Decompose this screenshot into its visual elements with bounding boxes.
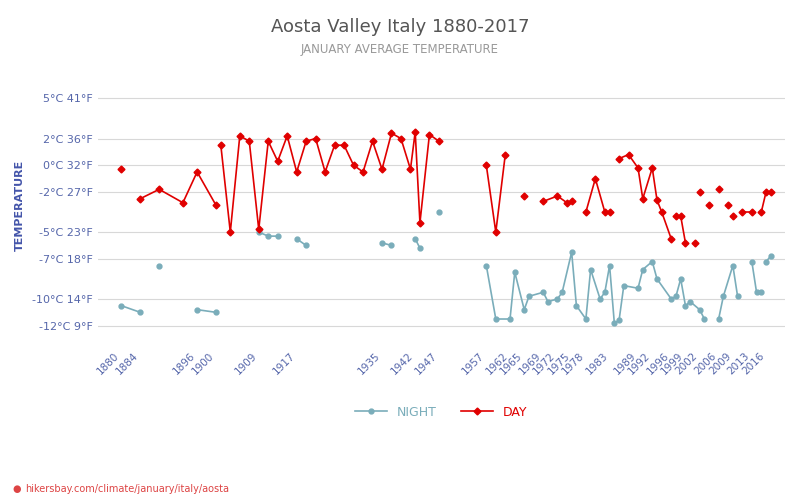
Y-axis label: TEMPERATURE: TEMPERATURE — [15, 160, 25, 251]
Legend: NIGHT, DAY: NIGHT, DAY — [350, 400, 532, 423]
NIGHT — [117, 302, 126, 308]
Line: NIGHT: NIGHT — [119, 303, 142, 315]
Text: hikersbay.com/climate/january/italy/aosta: hikersbay.com/climate/january/italy/aost… — [26, 484, 230, 494]
Text: Aosta Valley Italy 1880-2017: Aosta Valley Italy 1880-2017 — [270, 18, 530, 36]
NIGHT — [135, 310, 145, 316]
Text: JANUARY AVERAGE TEMPERATURE: JANUARY AVERAGE TEMPERATURE — [301, 42, 499, 56]
Text: ●: ● — [12, 484, 21, 494]
